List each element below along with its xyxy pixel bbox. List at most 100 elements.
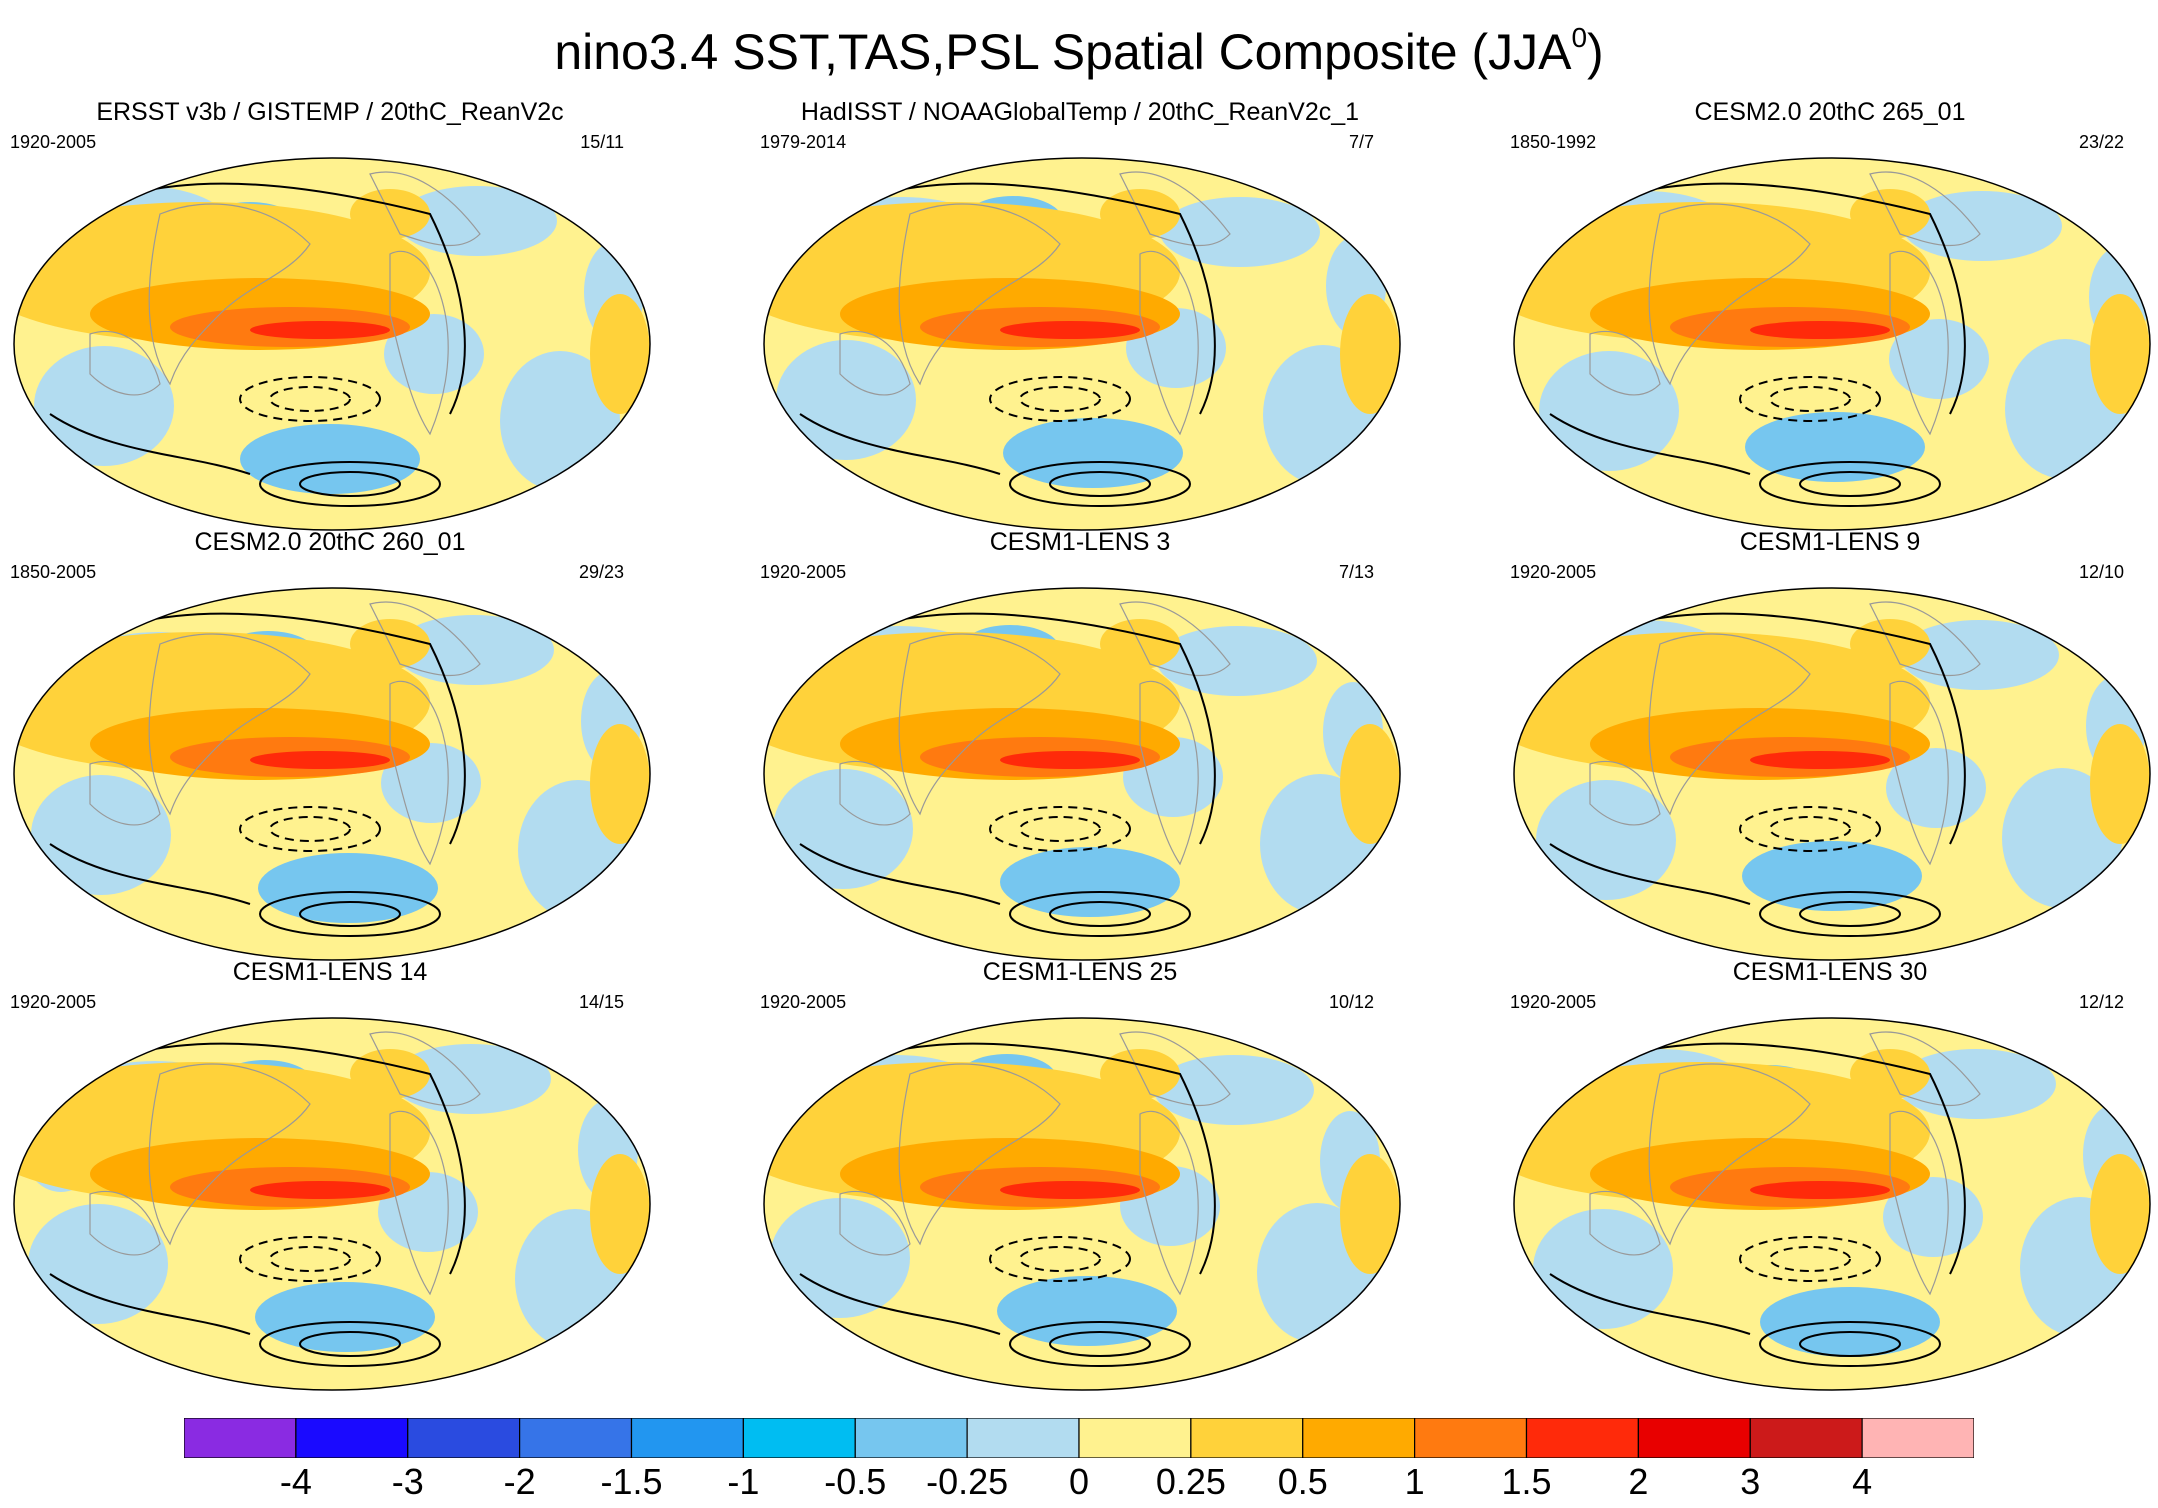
world-map <box>1513 157 2151 531</box>
psl-zero-contour <box>129 612 466 845</box>
panel-title: CESM1-LENS 9 <box>1739 528 1921 556</box>
psl-positive-contour <box>1049 1331 1151 1357</box>
coastline <box>148 1063 311 1246</box>
cool-anomaly <box>384 314 484 394</box>
world-map <box>763 157 1401 531</box>
warm-anomaly <box>1340 1154 1400 1274</box>
panel-counts: 12/12 <box>2078 992 2124 1012</box>
psl-negative-contour <box>1019 1246 1101 1272</box>
colorbar-box <box>407 1418 521 1458</box>
world-map <box>763 1017 1401 1391</box>
panel-counts: 7/13 <box>1338 562 1374 582</box>
psl-zero-contour <box>1549 413 1751 475</box>
cool-anomaly <box>1902 191 2062 261</box>
panel-counts: 23/22 <box>2078 132 2124 152</box>
map-outline <box>13 157 651 531</box>
psl-negative-contour <box>1739 1236 1881 1282</box>
warm-anomaly <box>590 1154 650 1274</box>
psl-positive-contour <box>1009 891 1191 937</box>
psl-negative-contour <box>1769 386 1851 412</box>
map-panel: CESM1-LENS 25 1920-2005 10/12 <box>750 958 1410 1398</box>
nino-warm-tongue <box>1000 1181 1140 1199</box>
panel-years: 1920-2005 <box>10 992 97 1012</box>
coastline <box>1889 680 1949 866</box>
panel-counts: 15/11 <box>580 132 624 152</box>
coastline <box>369 1031 481 1107</box>
colorbar-box <box>1749 1418 1863 1458</box>
psl-zero-contour <box>49 843 251 905</box>
colorbar-box <box>1302 1418 1416 1458</box>
psl-positive-contour <box>1759 461 1941 507</box>
panel-years: 1920-2005 <box>760 562 847 582</box>
psl-negative-contour <box>239 806 381 852</box>
psl-zero-contour <box>799 1273 1001 1335</box>
coastline <box>148 203 311 386</box>
map-panel: CESM1-LENS 3 1920-2005 7/13 <box>750 528 1410 968</box>
map-panel: CESM2.0 20thC 265_01 1850-1992 23/22 <box>1500 98 2158 538</box>
colorbar-tick-label: -1.5 <box>600 1461 663 1502</box>
colorbar-box <box>1190 1418 1304 1458</box>
psl-positive-contour <box>259 461 441 507</box>
colorbar-box <box>519 1418 633 1458</box>
coastline <box>839 1190 911 1256</box>
psl-zero-contour <box>1549 1273 1751 1335</box>
psl-positive-contour <box>1009 1321 1191 1367</box>
coastline <box>1139 250 1199 436</box>
map-outline <box>763 157 1401 531</box>
psl-negative-contour <box>269 1246 351 1272</box>
psl-zero-contour <box>129 182 466 415</box>
cool-anomaly <box>397 186 557 256</box>
nino-warm-tongue <box>250 751 390 769</box>
cool-anomaly <box>997 1276 1177 1346</box>
psl-zero-contour <box>879 182 1216 415</box>
map-panel: CESM2.0 20thC 260_01 1850-2005 29/23 <box>0 528 660 968</box>
psl-positive-contour <box>299 471 401 497</box>
colorbar-tick-label: 3 <box>1740 1461 1761 1502</box>
coastline <box>369 171 481 247</box>
colorbar-box <box>854 1418 968 1458</box>
panel-title: CESM1-LENS 3 <box>989 528 1171 556</box>
coastline <box>1648 203 1811 386</box>
coastline <box>369 601 481 677</box>
coastline <box>1119 1031 1231 1107</box>
psl-negative-contour <box>1019 816 1101 842</box>
psl-negative-contour <box>239 1236 381 1282</box>
psl-negative-contour <box>1019 386 1101 412</box>
map-outline <box>763 1017 1401 1391</box>
coastline <box>1869 171 1981 247</box>
colorbar-tick-label: 0 <box>1068 1461 1090 1502</box>
psl-positive-contour <box>259 891 441 937</box>
world-map <box>763 587 1401 961</box>
coastline <box>1889 250 1949 436</box>
panel-title: CESM1-LENS 30 <box>1732 958 1928 986</box>
cool-anomaly <box>1896 1049 2056 1119</box>
colorbar-box <box>630 1418 744 1458</box>
coastline <box>1589 330 1661 396</box>
cool-anomaly <box>1157 626 1317 696</box>
panel-title: HadISST / NOAAGlobalTemp / 20thC_ReanV2c… <box>800 98 1360 126</box>
colorbar-box <box>1637 1418 1751 1458</box>
psl-zero-contour <box>129 1042 466 1275</box>
map-panel: CESM1-LENS 30 1920-2005 12/12 <box>1500 958 2158 1398</box>
cool-anomaly <box>31 775 171 895</box>
cool-anomaly <box>381 743 481 823</box>
coastline <box>1889 1110 1949 1296</box>
colorbar-tick-label: 2 <box>1628 1461 1649 1502</box>
psl-zero-contour <box>1549 843 1751 905</box>
map-outline <box>1513 157 2151 531</box>
nino-warm-tongue <box>1750 1181 1890 1199</box>
panel-years: 1850-2005 <box>10 562 97 582</box>
coastline <box>839 330 911 396</box>
map-outline <box>1513 587 2151 961</box>
colorbar-tick-label: -1 <box>727 1461 760 1502</box>
coastline <box>898 203 1061 386</box>
cool-anomaly <box>776 340 916 460</box>
colorbar-tick-label: -4 <box>279 1461 312 1502</box>
colorbar-tick-label: -2 <box>503 1461 536 1502</box>
coastline <box>1869 601 1981 677</box>
colorbar-tick-label: 1 <box>1404 1461 1425 1502</box>
panel-counts: 10/12 <box>1328 992 1374 1012</box>
cool-anomaly <box>1539 351 1679 471</box>
colorbar-tick-label: 0.5 <box>1277 1461 1328 1502</box>
cool-anomaly <box>1533 1209 1673 1329</box>
